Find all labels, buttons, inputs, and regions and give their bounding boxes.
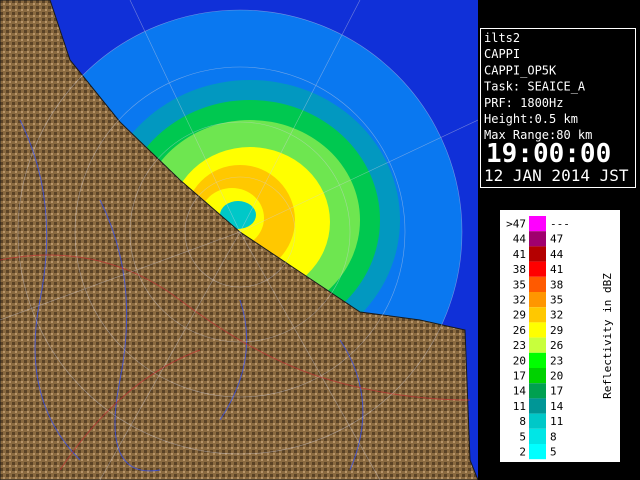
legend-high: 38: [550, 278, 563, 291]
legend-swatch: [529, 292, 546, 308]
date: 12 JAN 2014 JST: [484, 166, 629, 185]
legend-swatch: [529, 398, 546, 414]
legend-title: Reflectivity in dBZ: [601, 273, 614, 399]
legend-swatch: [529, 337, 546, 353]
legend-low: 35: [513, 278, 526, 291]
legend-low: 23: [513, 339, 526, 352]
legend-low: 14: [513, 385, 527, 398]
legend-low: 11: [513, 400, 526, 413]
legend-low: 38: [513, 263, 526, 276]
legend-high: ---: [550, 218, 570, 231]
legend-swatch: [529, 413, 546, 429]
legend-swatch: [529, 307, 546, 323]
legend-swatch: [529, 216, 546, 232]
info-line: CAPPI_OP5K: [484, 63, 557, 77]
legend-low: 2: [519, 446, 526, 459]
legend-low: 41: [513, 248, 526, 261]
legend-high: 17: [550, 385, 563, 398]
boundaries: [0, 254, 471, 471]
info-line: PRF: 1800Hz: [484, 96, 563, 110]
legend-low: 29: [513, 309, 526, 322]
legend-low: 44: [513, 233, 527, 246]
legend-low: 8: [519, 415, 526, 428]
legend-low: 20: [513, 354, 526, 367]
legend-high: 35: [550, 294, 563, 307]
legend-swatch: [529, 261, 546, 277]
legend-swatch: [529, 383, 546, 399]
side-panel: ilts2 CAPPI CAPPI_OP5K Task: SEAICE_A PRF: 1…: [484, 31, 629, 462]
legend-low: 5: [519, 430, 526, 443]
legend-high: 5: [550, 446, 557, 459]
legend-high: 20: [550, 370, 563, 383]
legend-high: 41: [550, 263, 563, 276]
radar-map: [0, 0, 478, 480]
legend-swatch: [529, 322, 546, 338]
legend-high: 44: [550, 248, 564, 261]
legend-high: 11: [550, 415, 563, 428]
legend-high: 26: [550, 339, 563, 352]
legend-swatch: [529, 276, 546, 292]
info-line: ilts2: [484, 31, 520, 45]
legend-swatch: [529, 368, 546, 384]
legend-box: [500, 210, 620, 462]
legend-swatch: [529, 352, 546, 368]
legend-high: 23: [550, 354, 563, 367]
legend-high: 29: [550, 324, 563, 337]
legend-high: 32: [550, 309, 563, 322]
info-line: Max Range:80 km: [484, 128, 592, 142]
legend-high: 47: [550, 233, 563, 246]
rivers: [19, 119, 364, 472]
legend-swatch: [529, 428, 546, 444]
legend-swatch: [529, 444, 546, 460]
info-line: Task: SEAICE_A: [484, 80, 586, 94]
legend-swatch: [529, 231, 546, 247]
range-rings: [0, 0, 478, 480]
legend-swatch: [529, 246, 546, 262]
info-line: CAPPI: [484, 47, 520, 61]
time: 19:00:00: [486, 139, 611, 169]
legend-low: >47: [506, 218, 526, 231]
info-box: [480, 28, 636, 188]
land: [0, 0, 478, 480]
legend-high: 14: [550, 400, 564, 413]
legend-high: 8: [550, 430, 557, 443]
legend-low: 26: [513, 324, 526, 337]
legend-low: 17: [513, 370, 526, 383]
info-line: Height:0.5 km: [484, 112, 578, 126]
legend-low: 32: [513, 294, 526, 307]
